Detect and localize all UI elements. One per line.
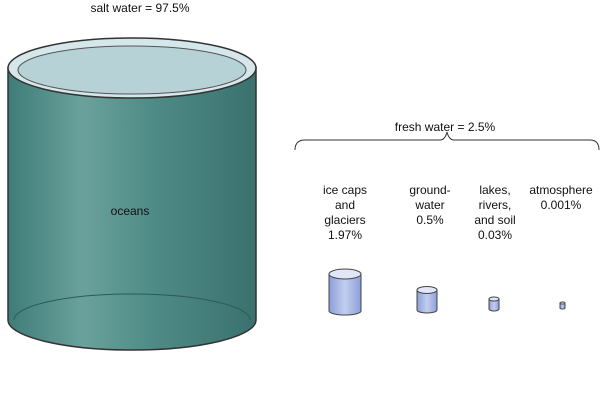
ocean-cylinder bbox=[7, 37, 257, 351]
groundwater-label: ground- water 0.5% bbox=[409, 183, 451, 227]
oceans-label: oceans bbox=[110, 204, 150, 218]
atmosphere-label: atmosphere 0.001% bbox=[529, 183, 593, 212]
fresh-water-label: fresh water = 2.5% bbox=[394, 120, 496, 134]
lakes-rivers-soil-label: lakes, rivers, and soil 0.03% bbox=[474, 183, 516, 242]
salt-water-label: salt water = 97.5% bbox=[90, 1, 190, 15]
fresh-cylinders bbox=[328, 268, 566, 316]
ice-caps-label: ice caps and glaciers 1.97% bbox=[322, 183, 368, 242]
fresh-water-brace bbox=[294, 131, 600, 151]
